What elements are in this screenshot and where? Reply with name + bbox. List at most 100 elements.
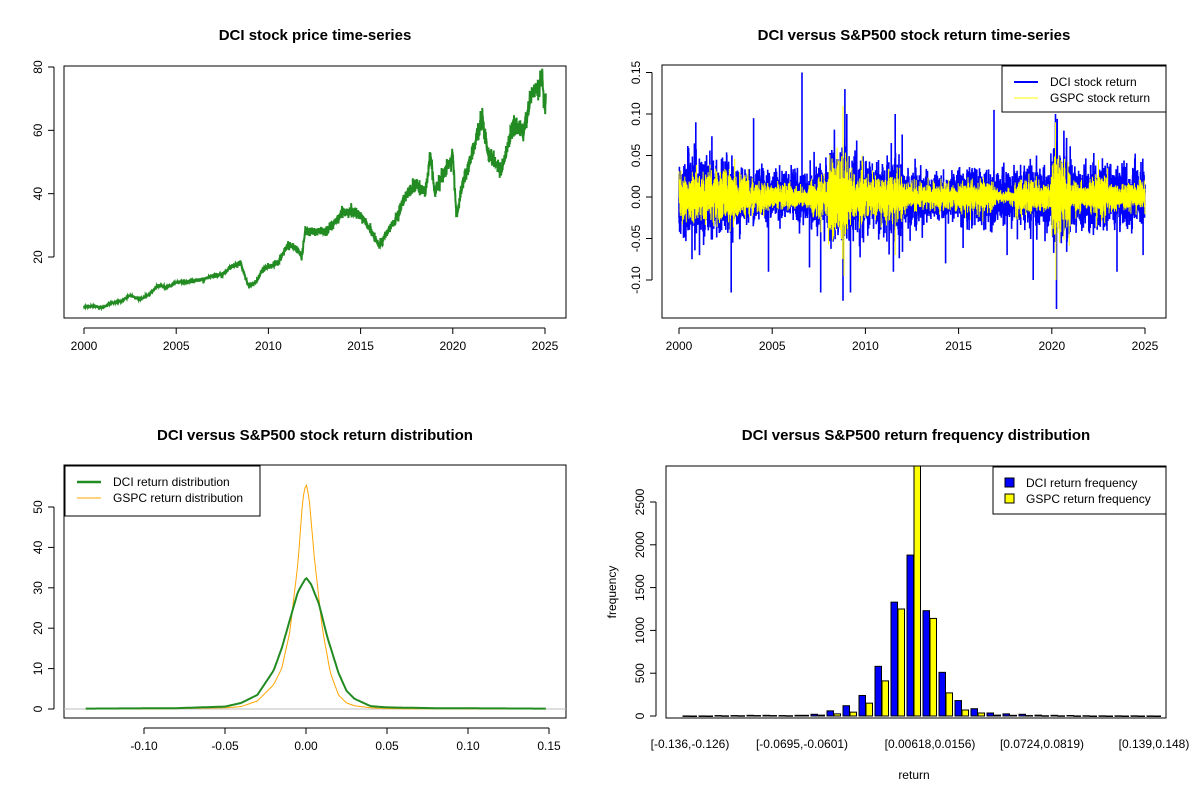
gspc-frequency-bar [737, 715, 745, 717]
x-tick-label: -0.05 [211, 739, 239, 753]
x-tick-label: [0.139,0.148) [1119, 737, 1190, 751]
y-tick-label: 500 [633, 663, 647, 683]
chart-title: DCI versus S&P500 stock return distribut… [157, 427, 473, 444]
dci-frequency-bar [986, 712, 994, 717]
legend: DCI return distribution GSPC return distr… [64, 465, 261, 517]
dci-frequency-bar [1034, 714, 1042, 717]
x-tick-label: 0.15 [537, 739, 561, 753]
dci-frequency-bar [682, 715, 690, 717]
gspc-frequency-bar [753, 715, 761, 717]
x-axis-label: return [898, 768, 929, 782]
y-tick-label: 1000 [633, 617, 647, 644]
dci-frequency-bar [1114, 715, 1122, 717]
gspc-frequency-bar [705, 715, 713, 717]
gspc-frequency-bar [1105, 715, 1113, 717]
dci-frequency-bar [778, 715, 786, 717]
legend-label: DCI stock return [1050, 75, 1137, 89]
gspc-frequency-bar [689, 715, 697, 717]
chart-title: DCI stock price time-series [219, 27, 412, 44]
dci-frequency-bar [746, 714, 754, 717]
y-tick-label: 0.10 [629, 102, 643, 126]
return-density-panel: DCI versus S&P500 stock return distribut… [31, 427, 567, 753]
x-tick-label: [-0.0695,-0.0601) [756, 737, 848, 751]
gspc-frequency-bar [1089, 715, 1097, 717]
plot-frame [63, 65, 567, 319]
dci-frequency-bar [810, 713, 818, 717]
x-tick-label: 2000 [666, 339, 693, 353]
x-tick-label: 2025 [532, 339, 559, 353]
x-tick-label: 2005 [163, 339, 190, 353]
y-axis-label: frequency [605, 566, 619, 619]
x-tick-label: 2000 [71, 339, 98, 353]
dci-frequency-bar [874, 665, 882, 717]
dci-frequency-bar [1130, 715, 1138, 717]
y-tick-label: 0 [633, 712, 647, 719]
gspc-frequency-bar [833, 713, 841, 717]
gspc-return-line [678, 105, 1146, 280]
dci-frequency-bar [1050, 714, 1058, 717]
gspc-frequency-bar [1137, 715, 1145, 717]
dci-frequency-bar [1002, 713, 1010, 717]
y-tick-label: 30 [31, 581, 45, 595]
gspc-frequency-bar [961, 709, 969, 717]
price-panel: DCI stock price time-series 2000 2005 2010 2… [31, 27, 567, 353]
dci-frequency-bar [794, 714, 802, 717]
y-tick-label: 80 [31, 60, 45, 74]
return-histogram-panel: DCI versus S&P500 return frequency distr… [605, 427, 1189, 782]
y-tick-label: 40 [31, 540, 45, 554]
gspc-frequency-bar [897, 608, 905, 717]
x-tick-label: 2020 [439, 339, 466, 353]
gspc-frequency-bar [977, 712, 985, 717]
dci-frequency-bar [730, 715, 738, 717]
legend-swatch [1004, 477, 1015, 488]
x-tick-label: 2025 [1132, 339, 1159, 353]
x-tick-label: [0.00618,0.0156) [885, 737, 976, 751]
dci-frequency-bar [954, 700, 962, 717]
chart-title: DCI versus S&P500 stock return time-seri… [758, 27, 1071, 44]
dci-frequency-bar [842, 705, 850, 717]
y-tick-label: -0.05 [629, 225, 643, 253]
dci-frequency-bar [826, 710, 834, 717]
x-tick-label: 2010 [255, 339, 282, 353]
gspc-frequency-bar [1121, 715, 1129, 717]
gspc-frequency-bar [785, 715, 793, 717]
dci-frequency-bar [1082, 715, 1090, 717]
y-tick-label: 40 [31, 187, 45, 201]
dci-frequency-bar [698, 715, 706, 717]
y-tick-label: -0.10 [629, 266, 643, 294]
dci-frequency-bar [1066, 714, 1074, 717]
y-tick-label: 0.05 [629, 143, 643, 167]
gspc-frequency-bar [1009, 714, 1017, 717]
x-tick-label: 2020 [1038, 339, 1065, 353]
y-tick-label: 60 [31, 123, 45, 137]
y-tick-label: 10 [31, 662, 45, 676]
dci-density-line [85, 576, 546, 710]
y-tick-label: 50 [31, 500, 45, 514]
legend-box [992, 466, 1167, 515]
legend-label: DCI return frequency [1026, 476, 1137, 490]
legend-label: GSPC stock return [1050, 91, 1150, 105]
dci-frequency-bar [922, 610, 930, 717]
gspc-frequency-bar [1057, 715, 1065, 717]
y-tick-label: 1500 [633, 574, 647, 601]
gspc-frequency-bar [849, 711, 857, 717]
legend-swatch [1004, 493, 1015, 504]
y-tick-label: 0 [31, 705, 45, 712]
x-tick-label: 2015 [347, 339, 374, 353]
dci-frequency-bar [890, 601, 898, 717]
legend-label: GSPC return frequency [1026, 492, 1151, 506]
chart-title: DCI versus S&P500 return frequency distr… [742, 427, 1090, 444]
dci-frequency-bar [714, 715, 722, 717]
gspc-frequency-bar [1073, 715, 1081, 717]
dci-frequency-bar [1098, 715, 1106, 717]
dci-frequency-bar [938, 671, 946, 717]
x-tick-label: -0.10 [130, 739, 158, 753]
legend: DCI return frequency GSPC return frequenc… [992, 466, 1167, 515]
x-tick-label: 2015 [945, 339, 972, 353]
x-tick-label: 2010 [852, 339, 879, 353]
dci-frequency-bar [762, 714, 770, 717]
x-tick-label: [-0.136,-0.126) [651, 737, 730, 751]
dci-frequency-bar [1018, 713, 1026, 717]
gspc-frequency-bar [817, 714, 825, 717]
